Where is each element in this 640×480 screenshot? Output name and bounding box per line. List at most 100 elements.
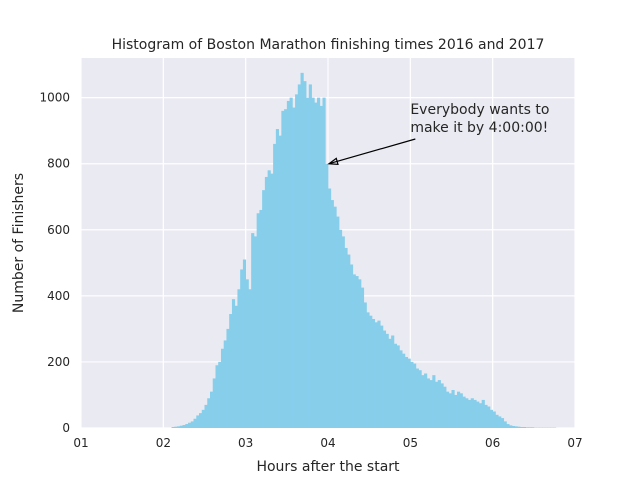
histogram-bar bbox=[289, 97, 293, 429]
histogram-bar bbox=[506, 424, 510, 428]
histogram-bar bbox=[314, 102, 318, 429]
histogram-bar bbox=[333, 206, 337, 428]
histogram-bar bbox=[215, 365, 219, 428]
histogram-bar bbox=[399, 350, 403, 428]
histogram-bar bbox=[349, 264, 354, 428]
histogram-bar bbox=[520, 427, 524, 428]
histogram-bar bbox=[371, 318, 376, 428]
histogram-bar bbox=[413, 363, 417, 428]
histogram-bar bbox=[467, 399, 472, 428]
histogram-bar bbox=[207, 398, 211, 428]
histogram-bar bbox=[218, 361, 222, 428]
histogram-bar bbox=[374, 322, 378, 428]
histogram-bar bbox=[446, 391, 450, 428]
histogram-bar bbox=[426, 378, 430, 428]
histogram-bar bbox=[380, 325, 384, 428]
histogram-bar bbox=[421, 375, 425, 428]
histogram-bar bbox=[514, 426, 518, 428]
histogram-bar bbox=[517, 426, 521, 428]
annotation: Everybody wants to make it by 4:00:00! bbox=[327, 102, 549, 166]
histogram-bar bbox=[424, 373, 428, 428]
histogram-bar bbox=[462, 396, 466, 428]
histogram-bar bbox=[319, 105, 323, 428]
x-tick-label: 04 bbox=[320, 436, 335, 450]
histogram-bar bbox=[435, 381, 439, 428]
y-tick-label: 400 bbox=[47, 289, 70, 303]
histogram-bar bbox=[484, 404, 488, 428]
histogram-bar bbox=[308, 84, 312, 428]
histogram-bar bbox=[352, 274, 356, 428]
histogram-bar bbox=[495, 414, 499, 428]
histogram-bar bbox=[193, 418, 197, 428]
histogram-bar bbox=[363, 302, 367, 428]
histogram-bar bbox=[509, 425, 513, 428]
histogram-bar bbox=[278, 135, 282, 429]
x-axis-label: Hours after the start bbox=[256, 459, 400, 475]
histogram-bar bbox=[196, 415, 200, 428]
histogram-bar bbox=[465, 398, 469, 428]
histogram-bar bbox=[171, 427, 175, 428]
histogram-bar bbox=[270, 173, 274, 428]
histogram-bar bbox=[174, 426, 178, 428]
histogram-bar bbox=[220, 348, 225, 428]
histogram-bar bbox=[498, 416, 502, 428]
histogram-bar bbox=[456, 391, 461, 428]
histogram-bar bbox=[404, 356, 408, 428]
y-tick-labels: 0 200 400 600 800 1000 bbox=[39, 91, 70, 435]
x-tick-label: 03 bbox=[238, 436, 253, 450]
histogram-bar bbox=[481, 399, 485, 428]
histogram-bar bbox=[360, 287, 365, 428]
histogram-bar bbox=[369, 315, 373, 428]
histogram-bar bbox=[262, 190, 266, 428]
histogram-bar bbox=[377, 320, 381, 428]
annotation-text-line-1: Everybody wants to bbox=[410, 102, 549, 118]
y-tick-label: 1000 bbox=[39, 91, 70, 105]
histogram-bar bbox=[489, 409, 494, 428]
histogram-bar bbox=[256, 213, 260, 428]
histogram-bar bbox=[470, 398, 474, 428]
x-tick-label: 06 bbox=[485, 436, 500, 450]
histogram-bar bbox=[281, 110, 285, 428]
histogram-bar bbox=[229, 314, 233, 428]
histogram-bar bbox=[407, 358, 411, 428]
histogram-bar bbox=[338, 229, 343, 428]
histogram-bar bbox=[234, 305, 238, 428]
histogram-bar bbox=[303, 81, 307, 428]
histogram-bar bbox=[248, 289, 252, 428]
histogram-bar bbox=[531, 427, 535, 428]
histogram-bar bbox=[251, 233, 255, 428]
histogram-bar bbox=[344, 247, 348, 428]
histogram-bar bbox=[209, 391, 214, 428]
histogram-bar bbox=[429, 380, 433, 428]
histogram-bar bbox=[212, 378, 216, 428]
histogram-bar bbox=[297, 84, 301, 428]
x-tick-labels: 01 02 03 04 05 06 07 bbox=[73, 436, 582, 450]
histogram-bar bbox=[253, 236, 258, 428]
y-axis-label: Number of Finishers bbox=[11, 173, 27, 313]
histogram-bar bbox=[177, 426, 181, 428]
histogram-bar bbox=[459, 393, 463, 428]
histogram-bar bbox=[292, 107, 296, 428]
histogram-bar bbox=[448, 393, 452, 428]
histogram-bar bbox=[201, 409, 205, 428]
histogram-bar bbox=[336, 216, 340, 428]
annotation-arrow bbox=[328, 138, 416, 165]
histogram-bar bbox=[223, 340, 227, 428]
histogram-bar bbox=[182, 425, 186, 428]
histogram-bar bbox=[204, 404, 208, 428]
histogram-bar bbox=[311, 97, 315, 429]
histogram-bar bbox=[476, 401, 480, 428]
x-tick-label: 02 bbox=[156, 436, 171, 450]
annotation-text-line-2: make it by 4:00:00! bbox=[410, 120, 548, 136]
histogram-bar bbox=[240, 269, 244, 428]
histogram-bar bbox=[267, 170, 271, 429]
x-tick-label: 05 bbox=[403, 436, 418, 450]
histogram-bar bbox=[295, 94, 299, 428]
histogram-bar bbox=[259, 209, 263, 428]
histogram-bar bbox=[440, 383, 444, 428]
histogram-bar bbox=[528, 427, 532, 428]
histogram-bar bbox=[358, 279, 362, 428]
histogram-bar bbox=[454, 394, 458, 428]
histogram-bar bbox=[355, 276, 359, 428]
